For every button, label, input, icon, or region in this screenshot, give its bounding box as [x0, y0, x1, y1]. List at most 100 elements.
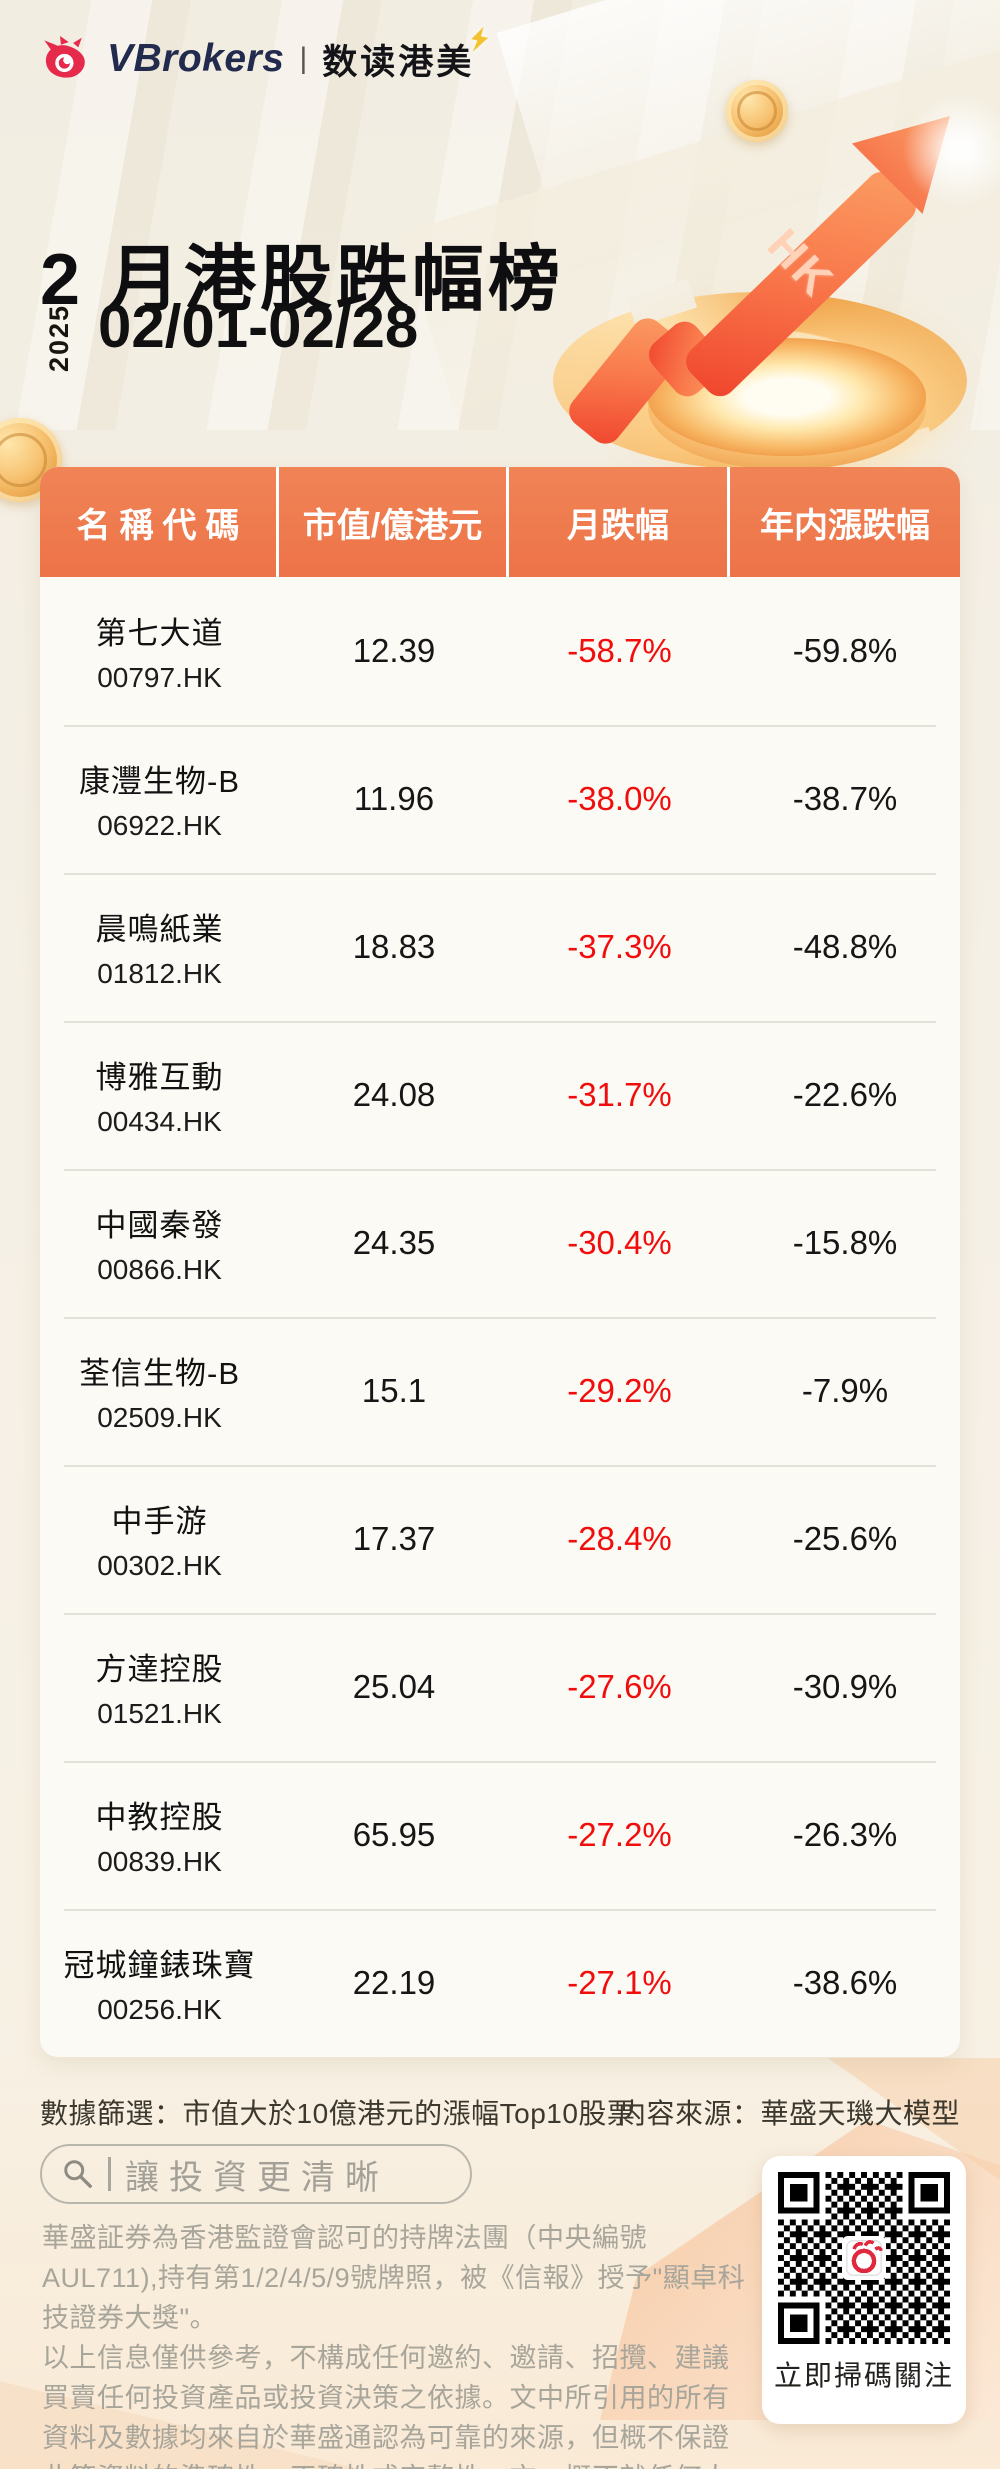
stock-code: 00839.HK	[97, 1846, 222, 1877]
stock-code: 00797.HK	[97, 662, 222, 693]
table-row: 中國秦發 00866.HK 24.35 -30.4% -15.8%	[40, 1169, 960, 1317]
brand-series-label: 数读港美	[322, 26, 489, 85]
disclaimer: 華盛証券為香港監證會認可的持牌法團（中央編號AUL711),持有第1/2/4/5…	[42, 2218, 748, 2469]
stock-name: 中手游	[111, 1504, 208, 1539]
month-change-value: -29.2%	[567, 1372, 672, 1409]
content-source-note: 内容來源：華盛天璣大模型	[617, 2098, 960, 2129]
month-change-value: -28.4%	[567, 1520, 672, 1557]
column-header-ytd-change: 年内漲跌幅	[760, 506, 930, 545]
gold-coin-icon	[726, 80, 788, 142]
stock-name: 冠城鐘錶珠寶	[63, 1948, 256, 1983]
stock-code: 00434.HK	[97, 1106, 222, 1137]
ranking-table-card: 名稱代碼 市值/億港元 月跌幅 年内漲跌幅 第七大道 00797.HK 12.3…	[40, 467, 960, 2057]
month-change-value: -27.1%	[567, 1964, 672, 2001]
lightning-icon	[471, 26, 489, 52]
qr-follow-card: 立即掃碼關注	[762, 2156, 966, 2424]
ytd-change-value: -38.6%	[792, 1964, 898, 2001]
ytd-change-value: -22.6%	[792, 1076, 898, 1113]
market-cap-value: 65.95	[352, 1816, 436, 1853]
stock-name: 中教控股	[95, 1800, 224, 1835]
table-row: 荃信生物-B 02509.HK 15.1 -29.2% -7.9%	[40, 1317, 960, 1465]
brand-series-text: 数读港美	[322, 42, 475, 82]
month-change-value: -31.7%	[567, 1076, 672, 1113]
ytd-change-value: -15.8%	[792, 1224, 898, 1261]
slogan-text: 讓投資更清晰	[125, 2158, 389, 2197]
stock-name: 康灃生物-B	[79, 764, 240, 799]
slogan-pill: 讓投資更清晰	[40, 2144, 472, 2204]
brand-divider: |	[299, 42, 308, 75]
brand-header: VBrokers | 数读港美	[40, 26, 489, 88]
stock-name-code-cell: 晨鳴紙業 01812.HK	[40, 873, 279, 1021]
stock-code: 01521.HK	[97, 1698, 222, 1729]
column-header-market-cap: 市值/億港元	[279, 467, 509, 577]
market-cap-value: 15.1	[361, 1372, 427, 1409]
stock-name-code-cell: 中手游 00302.HK	[40, 1465, 279, 1613]
year-label: 2025	[44, 303, 74, 372]
stock-name: 晨鳴紙業	[95, 912, 224, 947]
table-row: 中教控股 00839.HK 65.95 -27.2% -26.3%	[40, 1761, 960, 1909]
ytd-change-value: -48.8%	[792, 928, 898, 965]
market-cap-value: 12.39	[352, 632, 436, 669]
ytd-change-value: -38.7%	[792, 780, 898, 817]
stock-name-code-cell: 第七大道 00797.HK	[40, 577, 279, 725]
ytd-change-value: -30.9%	[792, 1668, 898, 1705]
table-row: 晨鳴紙業 01812.HK 18.83 -37.3% -48.8%	[40, 873, 960, 1021]
market-cap-value: 24.08	[352, 1076, 436, 1113]
table-row: 康灃生物-B 06922.HK 11.96 -38.0% -38.7%	[40, 725, 960, 873]
stock-name: 博雅互動	[95, 1060, 224, 1095]
month-change-value: -27.2%	[567, 1816, 672, 1853]
stock-name-code-cell: 康灃生物-B 06922.HK	[40, 725, 279, 873]
stock-code: 01812.HK	[97, 958, 222, 989]
month-change-value: -38.0%	[567, 780, 672, 817]
qr-code	[778, 2172, 950, 2344]
stock-name-code-cell: 冠城鐘錶珠寶 00256.HK	[40, 1909, 279, 2057]
table-body: 第七大道 00797.HK 12.39 -58.7% -59.8% 康灃生物-B…	[40, 577, 960, 2057]
month-change-value: -58.7%	[567, 632, 672, 669]
stock-name-code-cell: 博雅互動 00434.HK	[40, 1021, 279, 1169]
stock-code: 02509.HK	[97, 1402, 222, 1433]
market-cap-value: 22.19	[352, 1964, 436, 2001]
data-filter-note: 數據篩選：市值大於10億港元的漲幅Top10股票	[40, 2098, 636, 2129]
magnifier-icon	[64, 2160, 92, 2188]
market-cap-value: 17.37	[352, 1520, 436, 1557]
table-row: 方達控股 01521.HK 25.04 -27.6% -30.9%	[40, 1613, 960, 1761]
stock-code: 00866.HK	[97, 1254, 222, 1285]
table-row: 中手游 00302.HK 17.37 -28.4% -25.6%	[40, 1465, 960, 1613]
table-row: 第七大道 00797.HK 12.39 -58.7% -59.8%	[40, 577, 960, 725]
month-change-value: -30.4%	[567, 1224, 672, 1261]
sina-flame-icon	[44, 35, 85, 78]
stock-name-code-cell: 方達控股 01521.HK	[40, 1613, 279, 1761]
stock-code: 00256.HK	[97, 1994, 222, 2025]
pill-divider	[108, 2157, 111, 2191]
stock-name-code-cell: 中教控股 00839.HK	[40, 1761, 279, 1909]
stock-name-code-cell: 中國秦發 00866.HK	[40, 1169, 279, 1317]
table-row: 冠城鐘錶珠寶 00256.HK 22.19 -27.1% -38.6%	[40, 1909, 960, 2057]
column-header-name-code: 名稱代碼	[40, 467, 279, 577]
disclaimer-paragraph-2: 以上信息僅供參考，不構成任何邀約、邀請、招攬、建議買賣任何投資產品或投資決策之依…	[42, 2343, 730, 2469]
stock-code: 06922.HK	[97, 810, 222, 841]
stock-name: 第七大道	[95, 616, 224, 651]
brand-name: VBrokers	[107, 37, 285, 80]
disclaimer-paragraph-1: 華盛証券為香港監證會認可的持牌法團（中央編號AUL711),持有第1/2/4/5…	[42, 2223, 746, 2333]
lens-flare-decor	[895, 85, 1000, 215]
stock-name: 荃信生物-B	[79, 1356, 240, 1391]
month-change-value: -37.3%	[567, 928, 672, 965]
stock-name: 方達控股	[95, 1652, 224, 1687]
stock-code: 00302.HK	[97, 1550, 222, 1581]
stock-name-code-cell: 荃信生物-B 02509.HK	[40, 1317, 279, 1465]
market-cap-value: 24.35	[352, 1224, 436, 1261]
ytd-change-value: -7.9%	[801, 1372, 889, 1409]
ytd-change-value: -26.3%	[792, 1816, 898, 1853]
date-range: 02/01-02/28	[98, 293, 419, 360]
page-title: 2 月港股跌幅榜	[40, 240, 565, 321]
table-row: 博雅互動 00434.HK 24.08 -31.7% -22.6%	[40, 1021, 960, 1169]
market-cap-value: 18.83	[352, 928, 436, 965]
ytd-change-value: -25.6%	[792, 1520, 898, 1557]
stock-name: 中國秦發	[95, 1208, 224, 1243]
market-cap-value: 11.96	[353, 780, 435, 817]
ytd-change-value: -59.8%	[792, 632, 898, 669]
column-header-month-change: 月跌幅	[509, 467, 730, 577]
market-cap-value: 25.04	[352, 1668, 436, 1705]
month-change-value: -27.6%	[567, 1668, 672, 1705]
